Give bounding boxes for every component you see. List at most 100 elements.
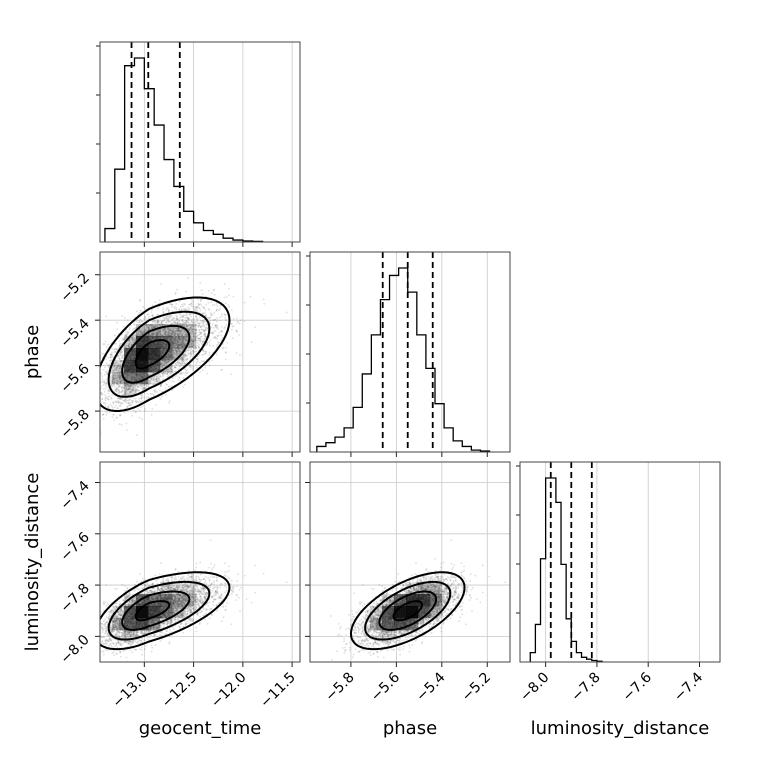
sample-point [184,359,187,361]
sample-point [92,360,94,362]
sample-point [177,345,180,348]
sample-point [164,355,167,358]
sample-point [110,354,113,356]
sample-point [176,336,178,338]
sample-point [172,344,175,347]
sample-point [201,328,204,331]
sample-point [163,356,166,359]
sample-point [124,344,127,346]
sample-point [107,357,110,360]
sample-point [195,315,198,318]
sample-point [131,378,134,381]
sample-point [142,386,145,389]
sample-point [199,307,201,310]
sample-point [177,333,180,335]
sample-point [186,336,189,338]
sample-point [187,317,190,320]
sample-point [141,320,143,323]
sample-point [238,322,241,325]
sample-point [162,374,165,377]
sample-point [188,324,190,327]
sample-point [214,324,217,327]
sample-point [113,374,115,377]
sample-point [187,306,190,309]
sample-point [131,389,133,392]
sample-point [216,334,219,337]
sample-point [150,413,153,416]
sample-point [177,345,180,347]
sample-point [171,365,173,368]
sample-point [192,349,195,352]
sample-point [165,383,168,385]
sample-point [110,354,112,356]
sample-point [117,397,120,400]
sample-point [201,341,204,344]
sample-point [91,411,93,413]
sample-point [185,370,188,372]
sample-point [138,299,141,302]
sample-point [175,306,178,309]
sample-point [163,351,166,354]
sample-point [165,360,167,362]
sample-point [142,332,145,334]
sample-point [162,309,164,311]
sample-point [168,356,171,359]
sample-point [215,302,218,305]
sample-point [124,381,126,384]
sample-point [182,336,185,339]
sample-point [204,326,207,329]
sample-point [182,320,185,323]
sample-point [136,321,139,324]
sample-point [173,321,176,323]
sample-point [147,374,150,376]
sample-point [196,357,199,360]
sample-point [112,370,115,373]
sample-point [140,376,143,378]
sample-point [178,321,181,323]
sample-point [170,334,173,337]
sample-point [142,382,145,385]
sample-point [153,326,155,329]
sample-point [124,376,127,378]
sample-point [152,332,155,335]
sample-point [129,404,132,407]
sample-point [136,334,139,337]
sample-point [163,319,166,322]
sample-point [171,322,173,325]
sample-point [162,348,165,351]
sample-point [172,353,175,356]
sample-point [238,334,240,336]
sample-point [109,382,112,384]
sample-point [193,350,196,353]
sample-point [167,321,170,323]
sample-point [160,354,163,357]
sample-point [151,304,154,307]
sample-point [189,313,192,316]
sample-point [163,348,166,350]
sample-point [167,319,170,322]
sample-point [183,383,186,386]
sample-point [181,361,184,364]
histogram-phase [316,267,491,452]
sample-point [171,304,174,306]
sample-point [141,383,143,385]
sample-point [191,346,194,348]
sample-point [189,348,192,351]
sample-point [116,407,119,409]
sample-point [125,391,127,394]
sample-point [113,348,115,351]
sample-point [195,329,198,332]
sample-point [127,375,129,378]
sample-point [210,313,213,315]
sample-point [196,310,199,312]
sample-point [178,329,181,332]
sample-point [116,384,118,386]
sample-point [212,336,215,339]
sample-point [225,296,228,298]
sample-point [191,328,194,331]
sample-point [118,374,121,376]
sample-point [178,338,181,341]
sample-point [201,340,204,343]
sample-point [228,306,231,308]
sample-point [168,320,171,323]
